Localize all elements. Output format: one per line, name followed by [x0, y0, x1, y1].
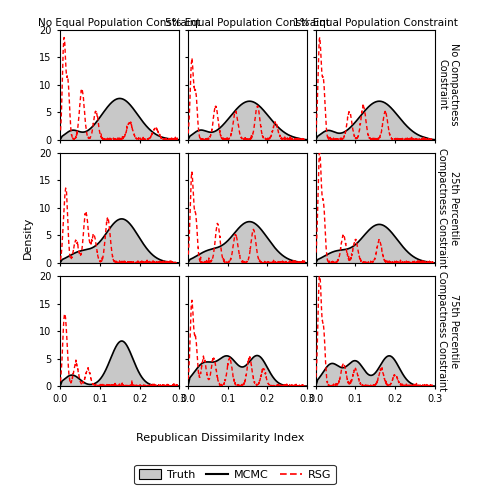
- Text: 25th Percentile
Compactness Constraint: 25th Percentile Compactness Constraint: [438, 148, 459, 268]
- Legend: Truth, MCMC, RSG: Truth, MCMC, RSG: [134, 465, 336, 485]
- Text: 75th Percentile
Compactness Constraint: 75th Percentile Compactness Constraint: [438, 271, 459, 391]
- Title: 5% Equal Population Constraint: 5% Equal Population Constraint: [165, 17, 330, 28]
- Title: 1% Equal Population Constraint: 1% Equal Population Constraint: [293, 17, 458, 28]
- Title: No Equal Population Constraint: No Equal Population Constraint: [38, 17, 201, 28]
- Text: No Compactness
Constraint: No Compactness Constraint: [438, 44, 459, 126]
- Text: Republican Dissimilarity Index: Republican Dissimilarity Index: [136, 433, 304, 443]
- Text: Density: Density: [22, 216, 32, 259]
